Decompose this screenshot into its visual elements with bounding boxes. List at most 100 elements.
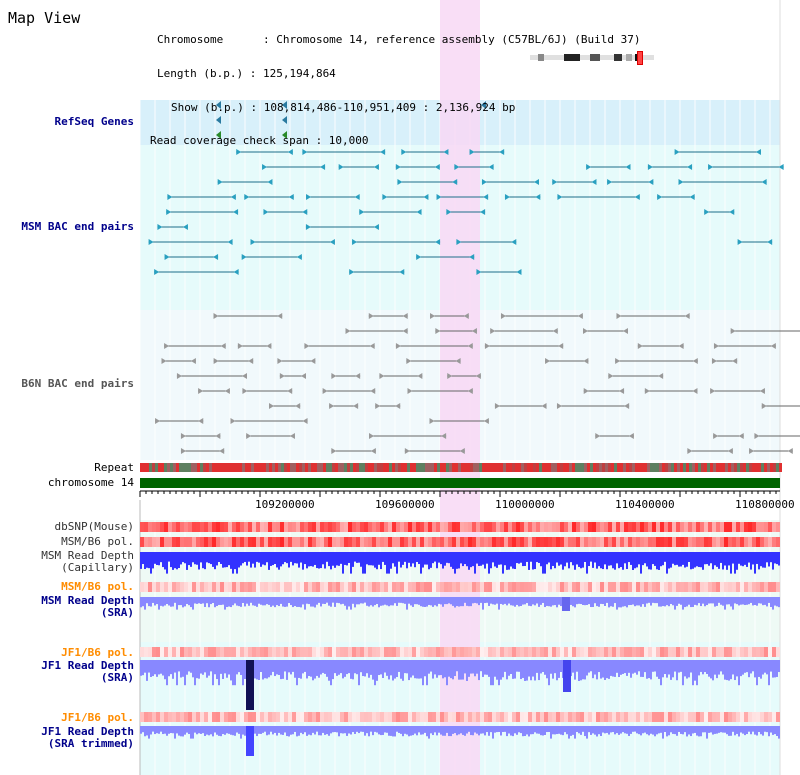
jf1-depth-sra-bar: [158, 660, 160, 675]
msm-depth-capillary-bar: [460, 552, 462, 564]
msm-depth-capillary-bar: [240, 552, 242, 566]
jf1-depth-trim-bar: [260, 726, 262, 734]
repeat-segment: [380, 463, 383, 472]
msm-b6-pol-cell: [636, 537, 640, 547]
jf1-depth-sra-bar: [752, 660, 754, 672]
repeat-segment: [641, 463, 644, 472]
msm-depth-sra-line1: MSM Read Depth: [41, 594, 134, 607]
msm-b6-pol2-cell: [684, 582, 688, 592]
b6n-bac-label[interactable]: B6N BAC end pairs: [21, 377, 134, 390]
msm-b6-pol-cell: [524, 537, 528, 547]
msm-bac-end: [263, 209, 269, 215]
refseq-genes-label[interactable]: RefSeq Genes: [54, 115, 134, 128]
jf1-b6-pol-cell: [440, 647, 444, 657]
msm-b6-pol2-cell: [492, 582, 496, 592]
msm-depth-sra-bar: [212, 597, 214, 604]
jf1-depth-sra-bar: [762, 660, 764, 675]
jf1-depth-trim-bar: [332, 726, 334, 733]
msm-b6-pol-cell: [556, 537, 560, 547]
msm-depth-capillary-bar: [162, 552, 164, 568]
msm-depth-sra-bar: [364, 597, 366, 603]
jf1-depth-sra-bar: [458, 660, 460, 680]
msm-depth-capillary-bar: [698, 552, 700, 568]
jf1-depth-trim-bar: [198, 726, 200, 734]
msm-depth-capillary-bar: [560, 552, 562, 565]
b6n-bac-end: [429, 313, 435, 319]
jf1-depth-trim-bar: [682, 726, 684, 735]
msm-depth-sra-bar: [288, 597, 290, 604]
repeat-segment: [602, 463, 605, 472]
jf1-b6-pol2-cell: [672, 712, 676, 722]
dbsnp-cell: [656, 522, 660, 532]
msm-depth-capillary-bar: [732, 552, 734, 564]
msm-b6-pol2-cell: [452, 582, 456, 592]
jf1-depth-sra-bar: [602, 660, 604, 678]
chromosome-ideogram[interactable]: [530, 51, 654, 65]
msm-b6-pol-cell: [472, 537, 476, 547]
jf1-depth-trim-bar: [308, 726, 310, 735]
msm-bac-end: [302, 149, 308, 155]
msm-depth-capillary-bar: [694, 552, 696, 568]
jf1-depth-trim-bar: [410, 726, 412, 736]
msm-bac-label[interactable]: MSM BAC end pairs: [21, 220, 134, 233]
msm-b6-pol2-cell: [304, 582, 308, 592]
jf1-depth-trim-bar: [364, 726, 366, 736]
jf1-depth-sra-bar: [606, 660, 608, 679]
jf1-depth-trim-bar: [628, 726, 630, 736]
jf1-depth-sra-bar: [626, 660, 628, 676]
jf1-b6-pol-cell: [716, 647, 720, 657]
dbsnp-cell: [516, 522, 520, 532]
msm-depth-sra-bar: [300, 597, 302, 608]
b6n-bac-end: [242, 388, 248, 394]
jf1-b6-pol2-cell: [652, 712, 656, 722]
jf1-depth-trim-bar: [730, 726, 732, 736]
msm-b6-pol-cell: [552, 537, 556, 547]
jf1-depth-trim-bar: [422, 726, 424, 735]
msm-b6-pol-cell: [768, 537, 772, 547]
jf1-depth-trim-bar: [268, 726, 270, 735]
msm-depth-sra-bar: [536, 597, 538, 604]
msm-b6-pol-cell: [712, 537, 716, 547]
msm-depth-capillary-bar: [522, 552, 524, 567]
jf1-depth-sra-bar: [222, 660, 224, 679]
msm-depth-sra-bar: [700, 597, 702, 607]
dbsnp-cell: [676, 522, 680, 532]
dbsnp-cell: [352, 522, 356, 532]
msm-depth-capillary-bar: [546, 552, 548, 565]
msm-depth-capillary-bar: [188, 552, 190, 566]
dbsnp-cell: [668, 522, 672, 532]
msm-depth-sra-bar: [630, 597, 632, 606]
b6n-bac-end: [761, 403, 767, 409]
dbsnp-cell: [456, 522, 460, 532]
jf1-depth-sra-bar: [202, 660, 204, 675]
msm-b6-pol-cell: [684, 537, 688, 547]
msm-bac-end: [233, 269, 239, 275]
msm-depth-capillary-bar: [412, 552, 414, 564]
jf1-b6-pol2-cell: [676, 712, 680, 722]
msm-bac-end: [755, 149, 761, 155]
jf1-depth-trim-bar: [546, 726, 548, 733]
jf1-depth-sra-bar: [548, 660, 550, 686]
msm-b6-pol2-cell: [144, 582, 148, 592]
msm-depth-capillary-bar: [286, 552, 288, 564]
dbsnp-cell: [528, 522, 532, 532]
msm-b6-pol-cell: [612, 537, 616, 547]
msm-depth-sra-bar: [480, 597, 482, 603]
dbsnp-cell: [204, 522, 208, 532]
dbsnp-cell: [556, 522, 560, 532]
b6n-bac-end: [180, 448, 186, 454]
msm-b6-pol2-cell: [756, 582, 760, 592]
msm-depth-sra-bar: [626, 597, 628, 608]
msm-b6-pol-cell: [468, 537, 472, 547]
msm-depth-capillary-bar: [324, 552, 326, 569]
msm-depth-sra-bar: [506, 597, 508, 606]
b6n-bac-end: [176, 373, 182, 379]
msm-depth-sra-bar: [674, 597, 676, 610]
jf1-depth-sra-bar: [460, 660, 462, 680]
jf1-b6-pol-cell: [212, 647, 216, 657]
msm-b6-pol2-cell: [516, 582, 520, 592]
msm-b6-pol2-cell: [332, 582, 336, 592]
msm-depth-sra-bar: [266, 597, 268, 605]
msm-depth-sra-bar: [498, 597, 500, 610]
